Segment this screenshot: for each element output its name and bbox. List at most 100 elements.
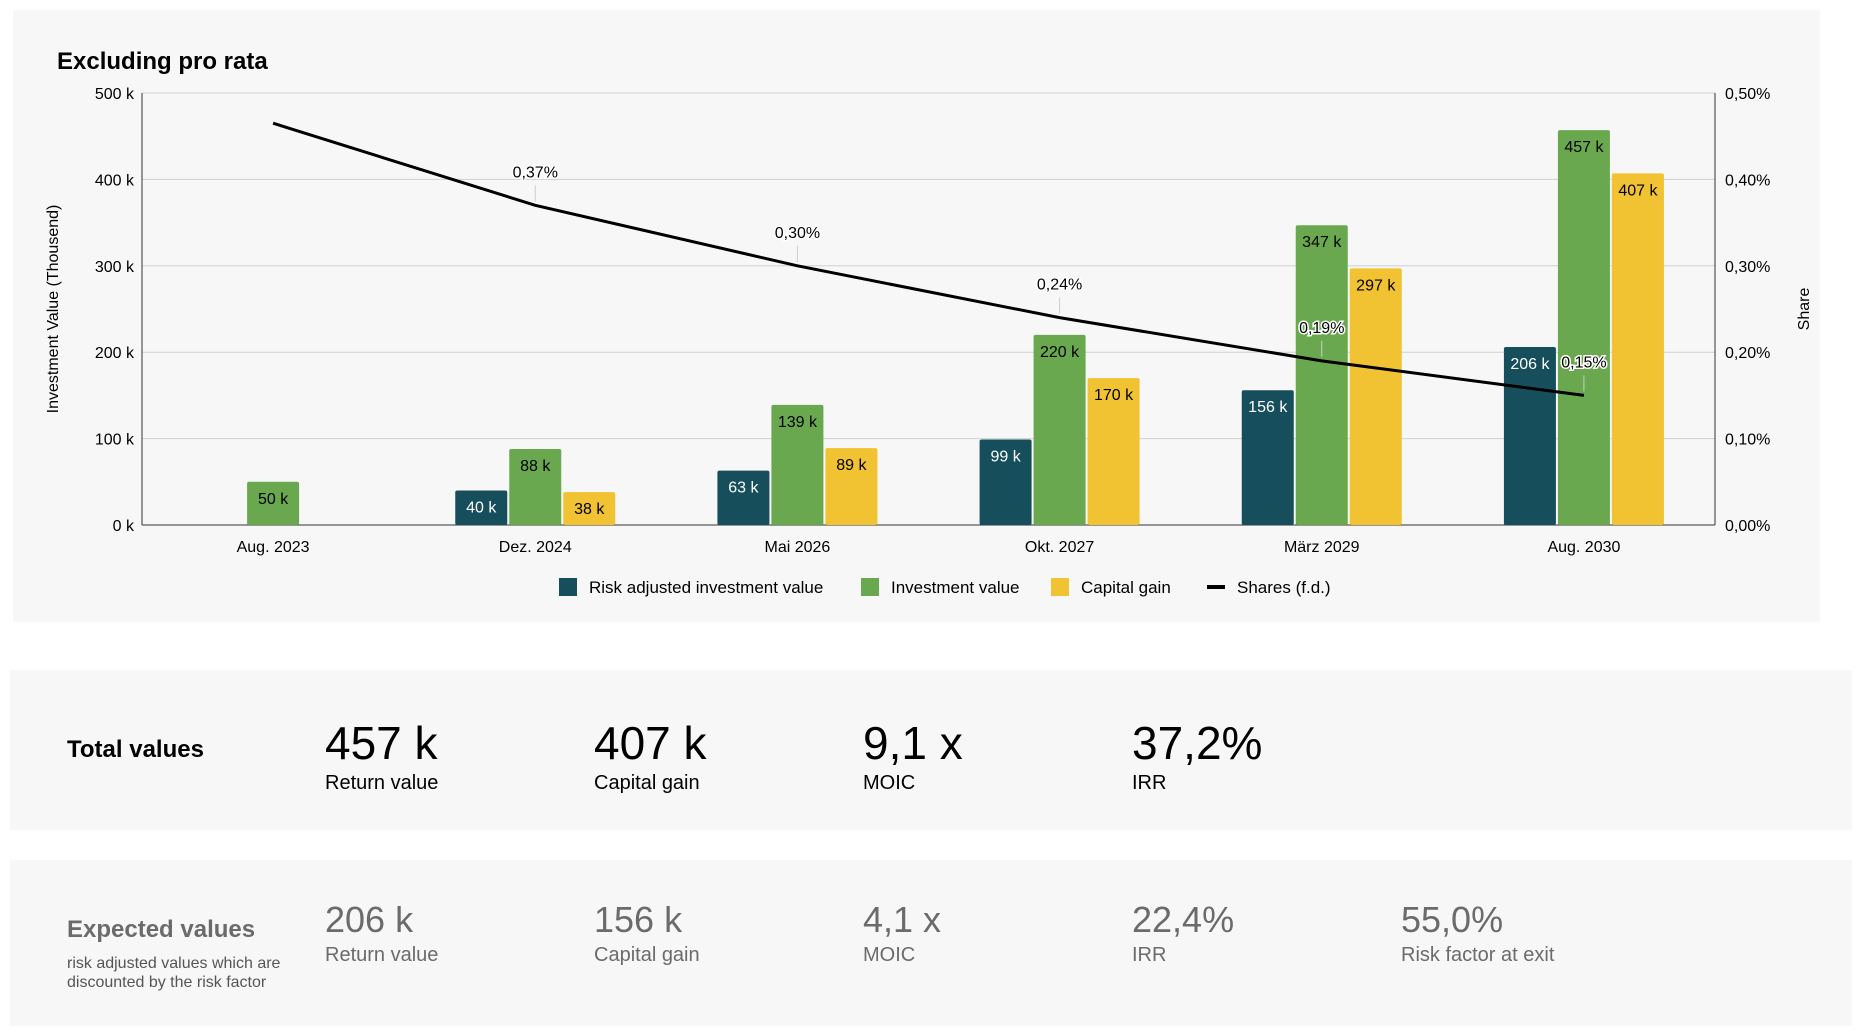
bar	[771, 404, 824, 525]
line-data-label: 0,24%	[1037, 277, 1082, 294]
legend-swatch	[861, 578, 879, 596]
line-data-label: 0,37%	[513, 164, 558, 181]
bar	[1349, 268, 1402, 525]
bar-data-label: 50 k	[258, 491, 289, 508]
bar	[825, 448, 878, 525]
bar	[1087, 378, 1140, 525]
bar-data-label: 63 k	[728, 480, 759, 497]
chart-panel: Excluding pro rata 0 k 100 k 200 k 300 k 400…	[13, 10, 1820, 622]
x-tick-label: März 2029	[1284, 539, 1360, 556]
bar	[979, 439, 1032, 525]
total-capital-gain-metric: 407 k Capital gain	[594, 720, 707, 795]
bar-data-label: 89 k	[836, 457, 867, 474]
bar	[455, 490, 508, 525]
total-values-panel: Total values 457 k Return value 407 k Ca…	[10, 670, 1852, 830]
total-irr-label: IRR	[1132, 772, 1167, 794]
combo-chart: 0 k 100 k 200 k 300 k 400 k 500 k 0,00% 0,10% 0,…	[45, 86, 1813, 597]
y2-tick-label: 0,20%	[1725, 345, 1770, 362]
y-tick-label: 100 k	[95, 432, 135, 449]
bar	[1503, 347, 1556, 525]
bar	[1241, 390, 1294, 525]
bar	[1033, 334, 1086, 525]
y-tick-label: 500 k	[95, 86, 135, 103]
y-tick-label: 0 k	[113, 518, 135, 535]
expected-return-value: 206 k	[325, 899, 414, 940]
y2-tick-label: 0,50%	[1725, 86, 1770, 103]
expected-risk-factor-value: 55,0%	[1401, 899, 1504, 940]
bar	[563, 492, 616, 525]
total-irr-value: 37,2%	[1132, 717, 1263, 769]
y2-tick-label: 0,10%	[1725, 432, 1770, 449]
expected-moic-metric: 4,1 x MOIC	[863, 902, 941, 967]
total-moic-value: 9,1 x	[863, 717, 963, 769]
legend-label: Capital gain	[1081, 578, 1171, 597]
bar-data-label: 206 k	[1510, 356, 1550, 373]
x-tick-label: Aug. 2030	[1547, 539, 1620, 556]
total-capital-gain-label: Capital gain	[594, 772, 700, 794]
line-data-label: 0,15%	[1561, 354, 1606, 371]
bar-data-label: 457 k	[1564, 139, 1604, 156]
bar-data-label: 99 k	[990, 448, 1021, 465]
expected-moic-label: MOIC	[863, 944, 916, 966]
shares-line	[272, 121, 1585, 397]
expected-irr-metric: 22,4% IRR	[1132, 902, 1234, 967]
bar-data-label: 347 k	[1302, 234, 1342, 251]
expected-capital-gain-metric: 156 k Capital gain	[594, 902, 700, 967]
expected-values-title: Expected values	[67, 916, 256, 943]
bar-data-label: 40 k	[466, 499, 497, 516]
line-data-label: 0,30%	[775, 225, 820, 242]
bar-data-label: 170 k	[1094, 387, 1134, 404]
x-tick-label: Mai 2026	[765, 539, 831, 556]
expected-values-panel: Expected values risk adjusted values whi…	[10, 860, 1852, 1026]
total-moic-label: MOIC	[863, 772, 916, 794]
line-data-label: 0,19%	[1299, 320, 1344, 337]
bar	[247, 481, 300, 525]
x-tick-label: Aug. 2023	[237, 539, 310, 556]
expected-return-metric: 206 k Return value	[325, 902, 438, 967]
legend-label: Risk adjusted investment value	[589, 578, 823, 597]
expected-irr-label: IRR	[1132, 944, 1167, 966]
bar	[717, 470, 770, 525]
legend-swatch	[559, 578, 577, 596]
expected-capital-gain-label: Capital gain	[594, 944, 700, 966]
x-tick-label: Dez. 2024	[499, 539, 572, 556]
bar	[509, 448, 562, 525]
bar	[1611, 173, 1664, 526]
expected-return-label: Return value	[325, 944, 439, 966]
expected-risk-factor-metric: 55,0% Risk factor at exit	[1401, 902, 1554, 967]
bar	[1295, 225, 1348, 525]
expected-moic-value: 4,1 x	[863, 899, 942, 940]
y2-axis-title: Share	[1796, 288, 1813, 331]
bar	[1557, 130, 1610, 525]
bar-data-label: 407 k	[1618, 182, 1658, 199]
expected-capital-gain-value: 156 k	[594, 899, 683, 940]
total-irr-metric: 37,2% IRR	[1132, 720, 1262, 795]
y2-tick-label: 0,30%	[1725, 259, 1770, 276]
y-tick-label: 200 k	[95, 345, 135, 362]
expected-irr-value: 22,4%	[1132, 899, 1235, 940]
total-return-metric: 457 k Return value	[325, 720, 438, 795]
total-return-value: 457 k	[325, 717, 438, 769]
total-capital-gain-value: 407 k	[594, 717, 707, 769]
y-tick-label: 400 k	[95, 172, 135, 189]
legend-swatch	[1207, 585, 1225, 589]
expected-risk-factor-label: Risk factor at exit	[1401, 944, 1555, 966]
bar-data-label: 38 k	[574, 501, 605, 518]
x-tick-label: Okt. 2027	[1025, 539, 1094, 556]
total-return-label: Return value	[325, 772, 439, 794]
legend-label: Investment value	[891, 578, 1020, 597]
expected-values-subtitle: risk adjusted values which are discounte…	[67, 955, 281, 991]
y-axis-title: Investment Value (Thousend)	[45, 205, 62, 414]
bar-data-label: 297 k	[1356, 277, 1396, 294]
y-tick-label: 300 k	[95, 259, 135, 276]
total-moic-metric: 9,1 x MOIC	[863, 720, 963, 795]
y2-tick-label: 0,00%	[1725, 518, 1770, 535]
chart-title: Excluding pro rata	[57, 48, 268, 75]
legend-swatch	[1051, 578, 1069, 596]
legend-label: Shares (f.d.)	[1237, 578, 1331, 597]
bar-data-label: 88 k	[520, 458, 551, 475]
total-values-title: Total values	[67, 736, 204, 763]
bar-data-label: 139 k	[778, 414, 818, 431]
y2-tick-label: 0,40%	[1725, 172, 1770, 189]
bar-data-label: 220 k	[1040, 344, 1080, 361]
